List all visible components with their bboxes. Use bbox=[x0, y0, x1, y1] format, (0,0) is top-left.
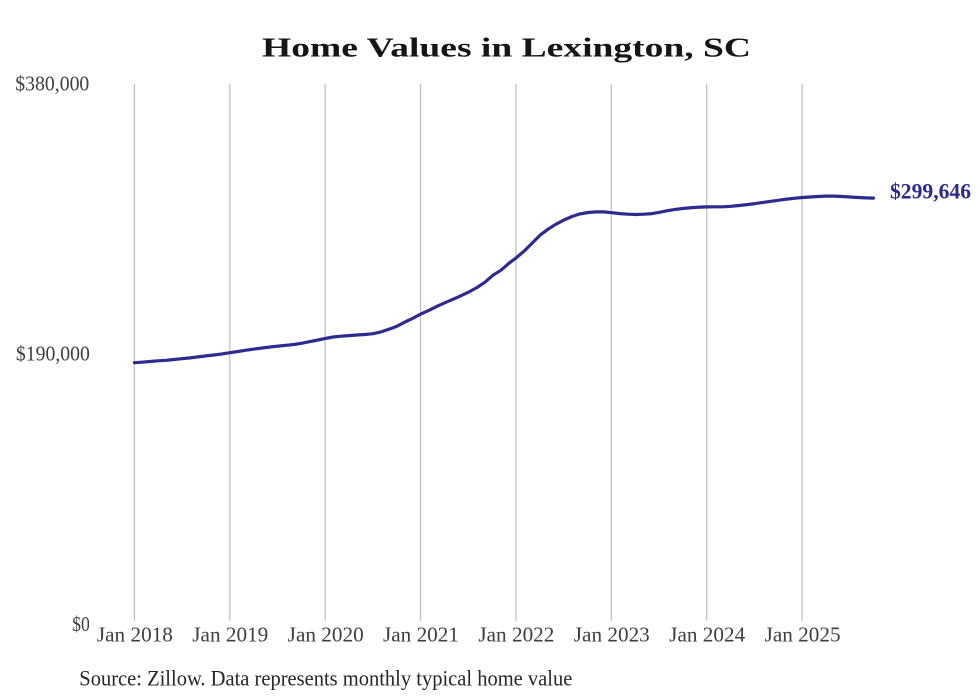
svg-text:Jan 2022: Jan 2022 bbox=[478, 623, 554, 647]
svg-text:Jan 2021: Jan 2021 bbox=[383, 623, 459, 647]
svg-text:Source: Zillow. Data represent: Source: Zillow. Data represents monthly … bbox=[79, 666, 572, 691]
svg-text:Jan 2024: Jan 2024 bbox=[669, 623, 745, 647]
svg-text:$190,000: $190,000 bbox=[16, 342, 90, 366]
svg-text:$299,646: $299,646 bbox=[890, 178, 971, 203]
svg-text:$0: $0 bbox=[72, 612, 90, 636]
svg-text:Jan 2025: Jan 2025 bbox=[765, 623, 841, 647]
svg-text:Jan 2023: Jan 2023 bbox=[574, 623, 650, 647]
svg-text:Jan 2018: Jan 2018 bbox=[97, 623, 173, 647]
svg-text:Jan 2020: Jan 2020 bbox=[288, 623, 364, 647]
svg-text:$380,000: $380,000 bbox=[15, 72, 89, 96]
svg-text:Jan 2019: Jan 2019 bbox=[192, 623, 268, 647]
svg-text:Home Values in Lexington, SC: Home Values in Lexington, SC bbox=[262, 33, 751, 63]
